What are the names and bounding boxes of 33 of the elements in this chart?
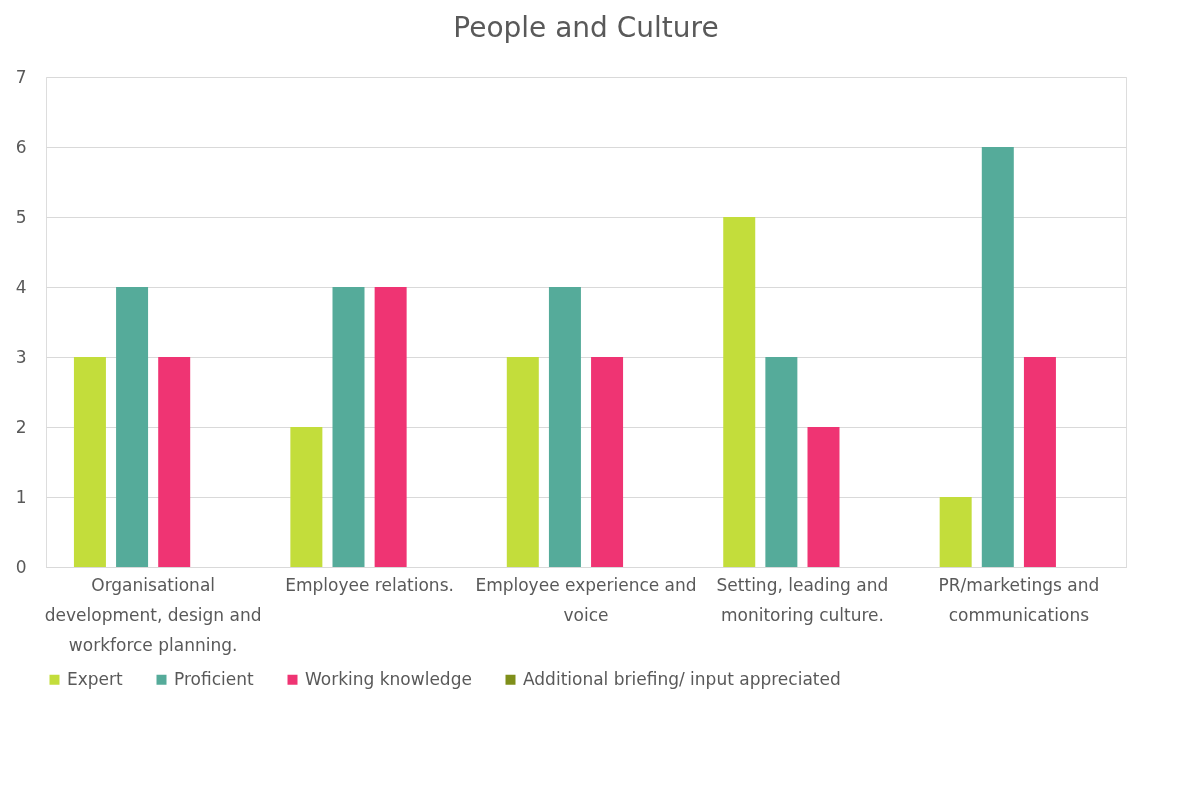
bar xyxy=(158,357,191,567)
y-tick-label: 6 xyxy=(15,136,27,157)
legend-label: Working knowledge xyxy=(305,668,472,689)
y-tick-label: 1 xyxy=(15,486,27,507)
bar xyxy=(332,287,365,567)
y-tick-label: 5 xyxy=(15,206,27,227)
bar xyxy=(73,357,106,567)
legend-label: Expert xyxy=(67,668,124,689)
bar xyxy=(1023,357,1056,567)
bar xyxy=(506,357,539,567)
x-tick-label: PR/marketings and communications xyxy=(938,574,1100,625)
bar xyxy=(765,357,798,567)
bar xyxy=(116,287,149,567)
y-tick-label: 2 xyxy=(15,416,27,437)
y-tick-label: 4 xyxy=(15,276,27,297)
bar xyxy=(374,287,407,567)
bar xyxy=(939,497,972,567)
y-tick-label: 7 xyxy=(15,66,27,87)
y-tick-label: 3 xyxy=(15,346,27,367)
y-tick-label: 0 xyxy=(15,556,27,577)
x-tick-label: Organisational development, design and workforce planning. xyxy=(44,574,262,655)
bar xyxy=(723,217,756,567)
bar xyxy=(807,427,840,567)
chart-title: People and Culture xyxy=(453,11,719,44)
bar xyxy=(981,147,1014,567)
x-tick-label: Setting, leading and monitoring culture. xyxy=(716,574,889,625)
bar xyxy=(290,427,323,567)
x-tick-label: Employee experience and voice xyxy=(475,574,697,625)
bar xyxy=(548,287,581,567)
bar xyxy=(591,357,624,567)
x-tick-label: Employee relations. xyxy=(285,574,454,595)
legend-label: Additional briefing/ input appreciated xyxy=(523,668,841,689)
legend-label: Proficient xyxy=(174,668,254,689)
